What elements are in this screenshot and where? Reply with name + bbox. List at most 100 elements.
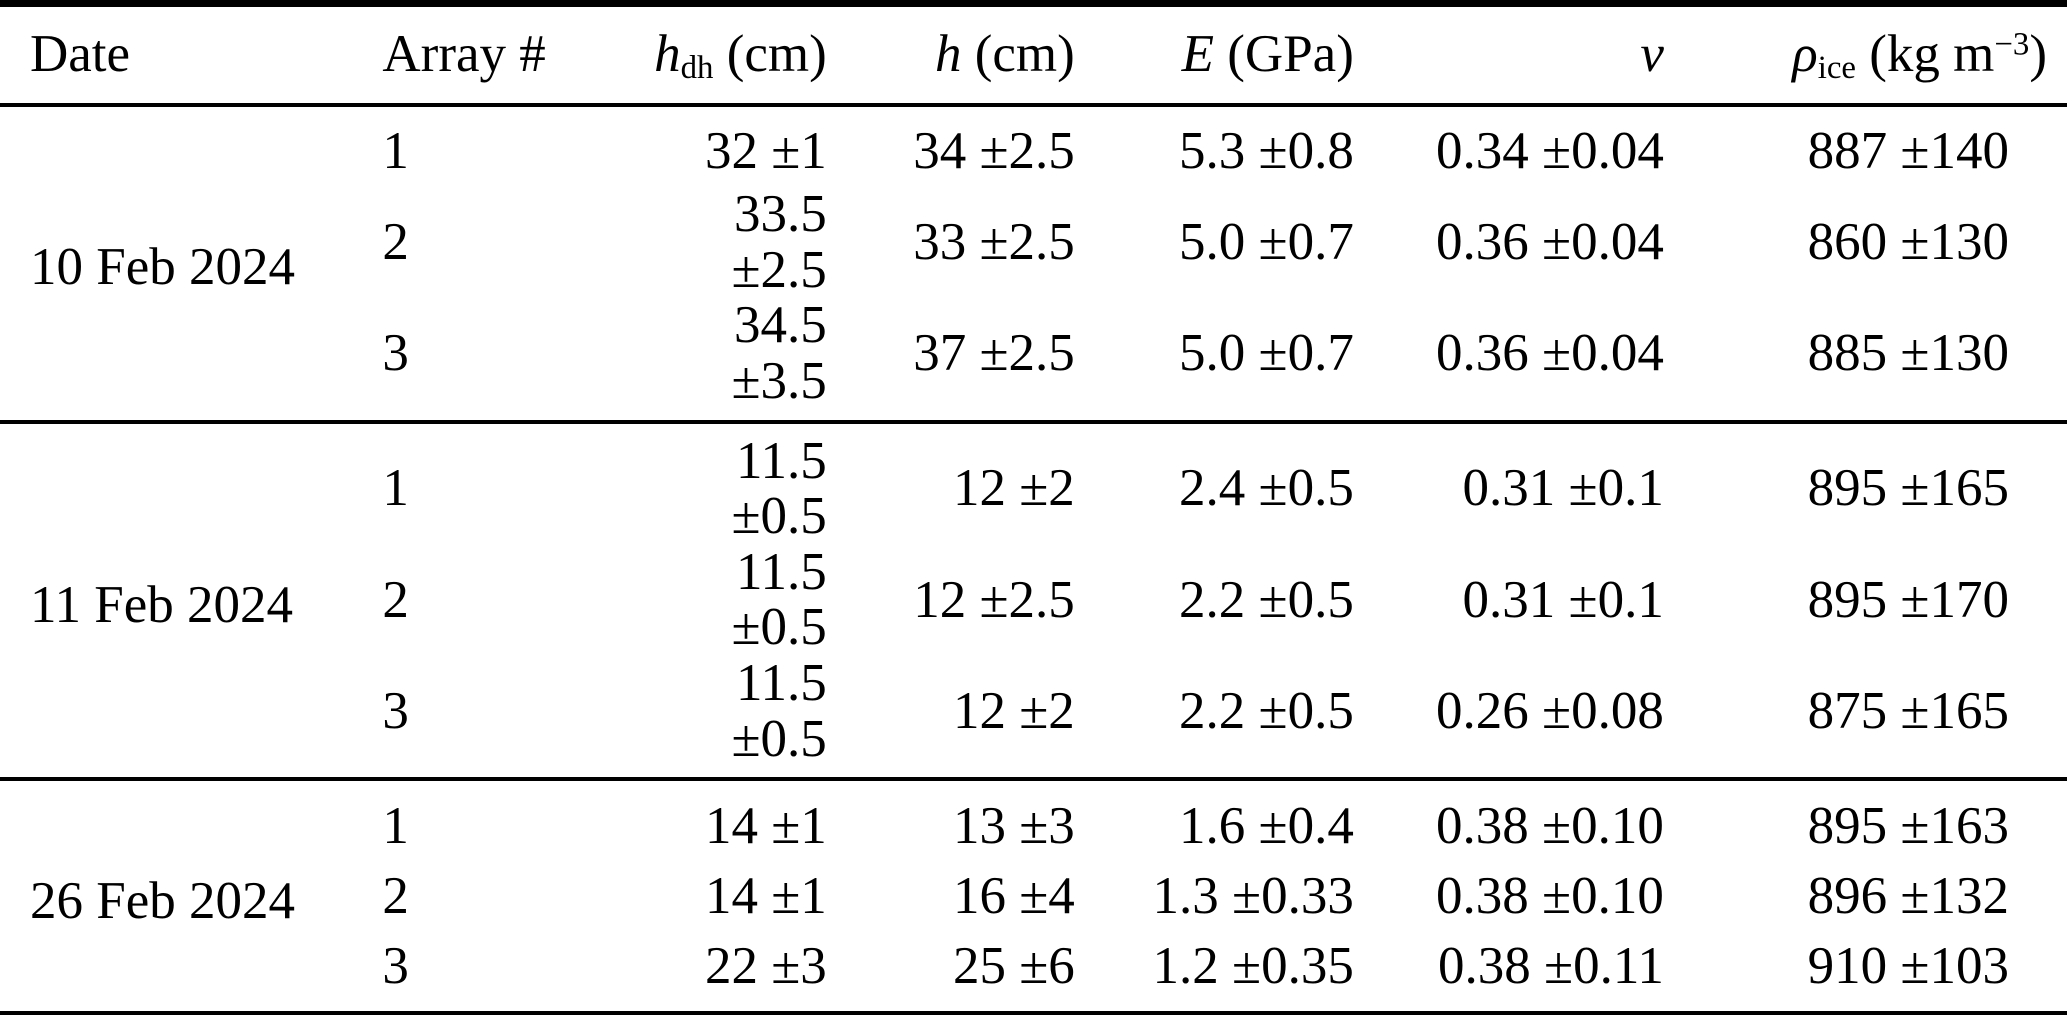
table-row: 2 11.5 ±0.5 12 ±2.5 2.2 ±0.5 0.31 ±0.1 8… — [0, 542, 2067, 657]
hdh-symbol: h — [654, 25, 681, 84]
cell-h: 43 ±4 — [826, 1011, 1075, 1029]
cell-e: 2.4 ±0.5 — [1074, 419, 1354, 545]
cell-rho: 860 ±130 — [1807, 212, 2009, 271]
e-unit: (GPa) — [1214, 25, 1354, 84]
col-header-array: Array # — [382, 3, 631, 107]
cell-rho: 887 ±140 — [1807, 122, 2009, 181]
hdh-unit: (cm) — [713, 25, 827, 84]
cell-h: 16 ±4 — [952, 866, 1075, 925]
rho-symbol: ρ — [1792, 25, 1818, 84]
cell-array: 1 — [382, 777, 631, 862]
cell-date: 10 Feb 2024 — [30, 238, 295, 297]
cell-hdh: 43.5 ±2.5 — [630, 1011, 827, 1029]
cell-h: 12 ±2 — [826, 419, 1075, 545]
cell-h: 13 ±3 — [826, 777, 1075, 862]
cell-rho: 875 ±165 — [1807, 681, 2009, 740]
cell-array: 2 — [382, 570, 409, 629]
cell-nu: 0.38 ±0.10 — [1436, 866, 1664, 925]
cell-rho: 895 ±170 — [1807, 570, 2009, 629]
cell-nu: 0.39 ±0.05 — [1353, 1011, 1664, 1029]
cell-hdh: 14 ±1 — [704, 866, 827, 925]
table-row: 10 Feb 2024 1 32 ±1 34 ±2.5 5.3 ±0.8 0.3… — [0, 105, 2067, 295]
table-row: 3 11.5 ±0.5 12 ±2 2.2 ±0.5 0.26 ±0.08 87… — [0, 654, 2067, 779]
nu-symbol: ν — [1640, 25, 1664, 84]
cell-hdh: 32 ±1 — [704, 122, 827, 181]
cell-hdh: 33.5 ±2.5 — [731, 185, 827, 299]
cell-h: 12 ±2 — [952, 681, 1075, 740]
h-symbol: h — [935, 25, 962, 84]
cell-e: 2.2 ±0.5 — [1179, 681, 1354, 740]
cell-rho: 895 ±163 — [1663, 777, 2067, 862]
cell-e: 7.5 ±1.4 — [1074, 1011, 1354, 1029]
table-row: 2 33.5 ±2.5 33 ±2.5 5.0 ±0.7 0.36 ±0.04 … — [0, 185, 2067, 299]
cell-hdh: 34.5 ±3.5 — [731, 296, 827, 410]
col-header-date-label: Date — [30, 25, 131, 84]
col-header-nu: ν — [1353, 3, 1664, 107]
cell-date: 26 Feb 2024 — [0, 777, 383, 1014]
cell-nu: 0.31 ±0.1 — [1353, 419, 1664, 545]
cell-nu: 0.36 ±0.04 — [1436, 324, 1664, 383]
col-header-array-label: Array # — [382, 25, 546, 84]
col-header-date: Date — [0, 3, 383, 107]
cell-rho: 896 ±132 — [1807, 866, 2009, 925]
header-row: Date Array # hdh (cm) h (cm) E (GPa) ν ρ… — [0, 3, 2067, 107]
cell-rho: 885 ±130 — [1807, 324, 2009, 383]
cell-nu: 0.26 ±0.08 — [1436, 681, 1664, 740]
cell-nu: 0.36 ±0.04 — [1436, 212, 1664, 271]
col-header-rho: ρice (kg m−3) — [1663, 3, 2067, 107]
cell-array: 1 — [382, 419, 631, 545]
table-row: 3 22 ±3 25 ±6 1.2 ±0.35 0.38 ±0.11 910 ±… — [0, 931, 2067, 1013]
col-header-hdh: hdh (cm) — [630, 3, 827, 107]
cell-e: 5.0 ±0.7 — [1179, 324, 1354, 383]
rho-unit-open: (kg m — [1856, 25, 1995, 84]
cell-nu: 0.34 ±0.04 — [1436, 122, 1664, 181]
cell-e: 5.0 ±0.7 — [1179, 212, 1354, 271]
cell-date: 11 Feb 2024 — [0, 419, 383, 780]
rho-subscript: ice — [1817, 50, 1856, 87]
table-row: 2 14 ±1 16 ±4 1.3 ±0.33 0.38 ±0.10 896 ±… — [0, 861, 2067, 931]
cell-rho: 910 ±103 — [1807, 936, 2009, 995]
cell-hdh: 14 ±1 — [630, 777, 827, 862]
cell-h: 34 ±2.5 — [913, 122, 1075, 181]
cell-array: 3 — [382, 681, 409, 740]
table-row: 3 34.5 ±3.5 37 ±2.5 5.0 ±0.7 0.36 ±0.04 … — [0, 296, 2067, 421]
cell-array: 1 — [382, 1011, 631, 1029]
col-header-h: h (cm) — [826, 3, 1075, 107]
cell-array: 3 — [382, 324, 409, 383]
cell-hdh: 11.5 ±0.5 — [731, 542, 827, 657]
cell-nu: 0.38 ±0.10 — [1353, 777, 1664, 862]
cell-array: 3 — [382, 936, 409, 995]
e-symbol: E — [1181, 25, 1215, 84]
table-row: 6 Mar 2024 1 43.5 ±2.5 43 ±4 7.5 ±1.4 0.… — [0, 1011, 2067, 1029]
rho-unit-close: ) — [2029, 25, 2047, 84]
cell-array: 1 — [382, 122, 409, 181]
cell-nu: 0.38 ±0.11 — [1438, 936, 1664, 995]
cell-h: 33 ±2.5 — [913, 212, 1075, 271]
cell-hdh: 11.5 ±0.5 — [731, 654, 827, 768]
cell-e: 1.2 ±0.35 — [1152, 936, 1354, 995]
h-unit: (cm) — [961, 25, 1075, 84]
cell-h: 12 ±2.5 — [913, 570, 1075, 629]
cell-rho: 895 ±165 — [1663, 419, 2067, 545]
cell-h: 37 ±2.5 — [913, 324, 1075, 383]
cell-hdh: 22 ±3 — [704, 936, 827, 995]
cell-date: 6 Mar 2024 — [0, 1011, 383, 1029]
table-row: 11 Feb 2024 1 11.5 ±0.5 12 ±2 2.4 ±0.5 0… — [0, 419, 2067, 780]
cell-rho: 891 ±170 — [1663, 1011, 2067, 1029]
cell-nu: 0.31 ±0.1 — [1462, 570, 1664, 629]
col-header-e: E (GPa) — [1074, 3, 1354, 107]
table-body: 10 Feb 2024 1 32 ±1 34 ±2.5 5.3 ±0.8 0.3… — [0, 105, 2067, 1029]
table-row: 26 Feb 2024 1 14 ±1 13 ±3 1.6 ±0.4 0.38 … — [0, 777, 2067, 1014]
cell-e: 2.2 ±0.5 — [1179, 570, 1354, 629]
cell-array: 2 — [382, 866, 409, 925]
cell-e: 5.3 ±0.8 — [1179, 122, 1354, 181]
cell-e: 1.6 ±0.4 — [1074, 777, 1354, 862]
cell-e: 1.3 ±0.33 — [1152, 866, 1354, 925]
rho-exponent: −3 — [1994, 26, 2030, 63]
hdh-subscript: dh — [680, 50, 714, 87]
table-header: Date Array # hdh (cm) h (cm) E (GPa) ν ρ… — [0, 3, 2067, 107]
cell-array: 2 — [382, 212, 409, 271]
cell-h: 25 ±6 — [952, 936, 1075, 995]
